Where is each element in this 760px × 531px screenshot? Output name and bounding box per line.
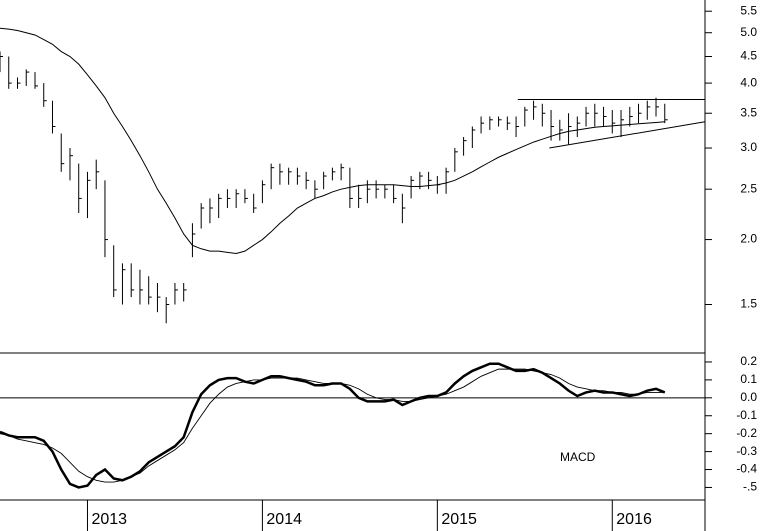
y-tick-label: 3.0 — [740, 140, 757, 154]
moving-average — [0, 27, 665, 255]
x-tick-label: 2014 — [266, 511, 302, 528]
y-tick-label: -0.1 — [736, 408, 757, 422]
y-tick-label: 1.5 — [740, 297, 757, 311]
y-tick-label: 5.0 — [740, 25, 757, 39]
y-tick-label: -0.3 — [736, 444, 757, 458]
x-tick-label: 2015 — [441, 511, 477, 528]
panel-label: MACD — [560, 450, 596, 464]
x-tick-label: 2016 — [616, 511, 652, 528]
y-tick-label: 2.5 — [740, 181, 757, 195]
x-tick-label: 2013 — [91, 511, 127, 528]
signal-line — [0, 368, 665, 483]
y-tick-label: 0.1 — [740, 372, 757, 386]
y-tick-label: 5.5 — [740, 3, 757, 17]
y-tick-label: 0.2 — [740, 354, 757, 368]
trendline — [549, 121, 706, 149]
y-tick-label: -0.4 — [736, 462, 757, 476]
y-tick-label: 4.0 — [740, 75, 757, 89]
y-tick-label: 3.5 — [740, 105, 757, 119]
y-tick-label: -0.2 — [736, 426, 757, 440]
y-tick-label: 2.0 — [740, 232, 757, 246]
y-tick-label: 4.5 — [740, 49, 757, 63]
y-tick-label: -.5 — [743, 480, 757, 494]
y-tick-label: 0.0 — [740, 390, 757, 404]
